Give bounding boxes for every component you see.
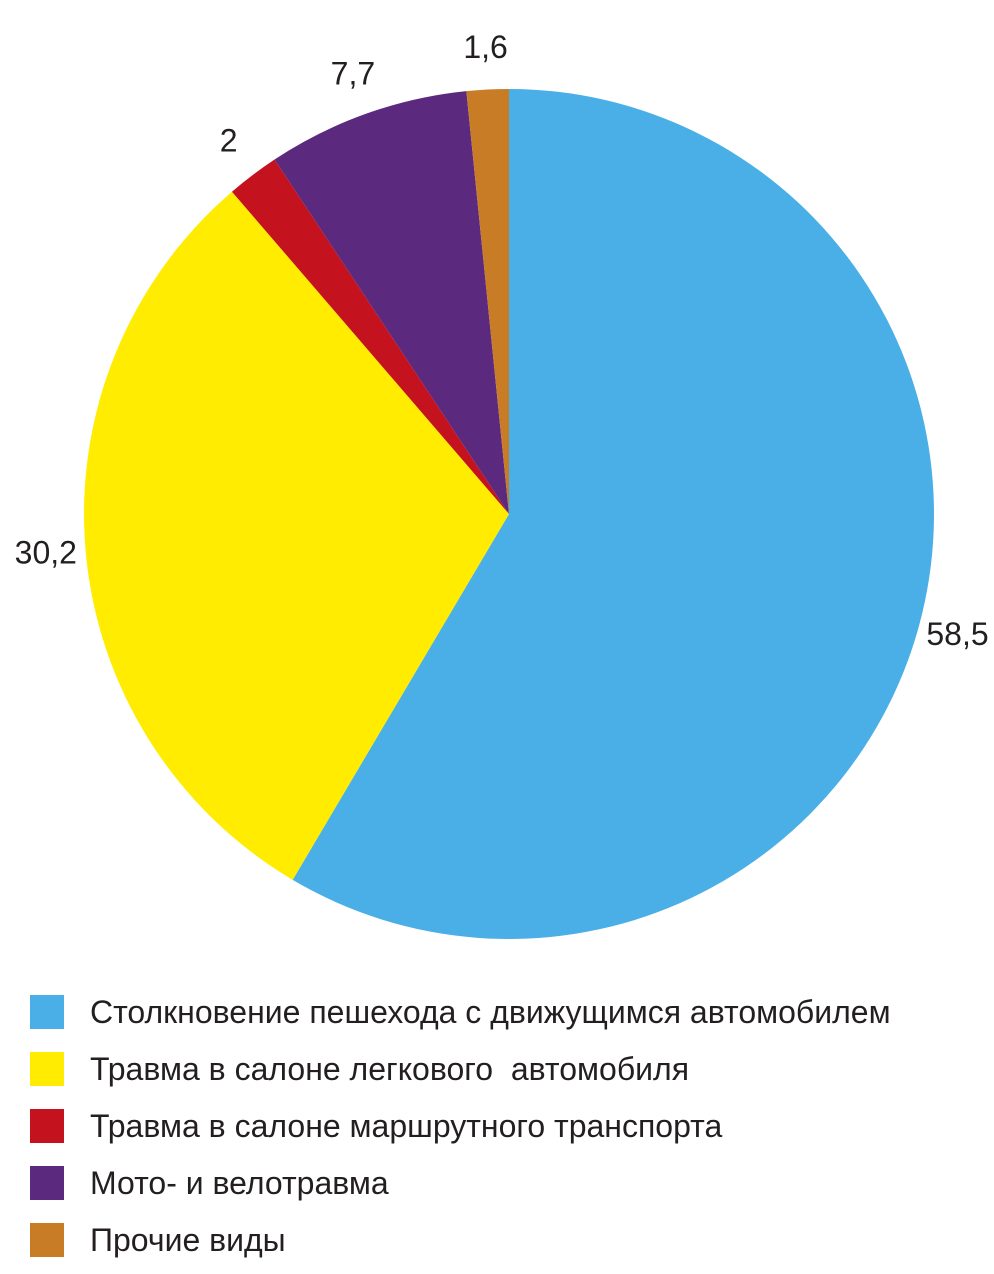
legend-label: Прочие виды (90, 1221, 286, 1258)
legend-swatch (30, 994, 64, 1029)
legend-label: Травма в салоне маршрутного транспорта (90, 1107, 723, 1144)
slice-value-labels: 58,5 30,2 2 7,7 1,6 (15, 29, 989, 652)
slice-value-label: 7,7 (331, 55, 375, 91)
pie-slice (292, 89, 934, 940)
pie-slice (466, 89, 509, 514)
legend-item: Травма в салоне легкового автомобиля (30, 1040, 980, 1097)
pie-chart: 58,5 30,2 2 7,7 1,6 (15, 29, 989, 940)
pie-slices (84, 89, 934, 940)
pie-slice (274, 91, 509, 515)
legend-label: Мото- и велотравма (90, 1164, 389, 1201)
legend-item: Столкновение пешехода с движущимся автом… (30, 983, 980, 1040)
legend-swatch (30, 1222, 64, 1257)
legend-item: Мото- и велотравма (30, 1154, 980, 1211)
slice-value-label: 30,2 (15, 534, 77, 570)
legend-swatch (30, 1051, 64, 1086)
legend: Столкновение пешехода с движущимся автом… (30, 983, 980, 1268)
legend-swatch (30, 1165, 64, 1200)
pie-slice (231, 159, 509, 514)
legend-item: Травма в салоне маршрутного транспорта (30, 1097, 980, 1154)
slice-value-label: 58,5 (926, 616, 988, 652)
slice-value-label: 1,6 (463, 29, 507, 65)
legend-label: Столкновение пешехода с движущимся автом… (90, 993, 891, 1030)
pie-slice (84, 191, 509, 880)
slice-value-label: 2 (220, 122, 238, 158)
legend-label: Травма в салоне легкового автомобиля (90, 1050, 690, 1087)
legend-item: Прочие виды (30, 1211, 980, 1268)
legend-swatch (30, 1108, 64, 1143)
